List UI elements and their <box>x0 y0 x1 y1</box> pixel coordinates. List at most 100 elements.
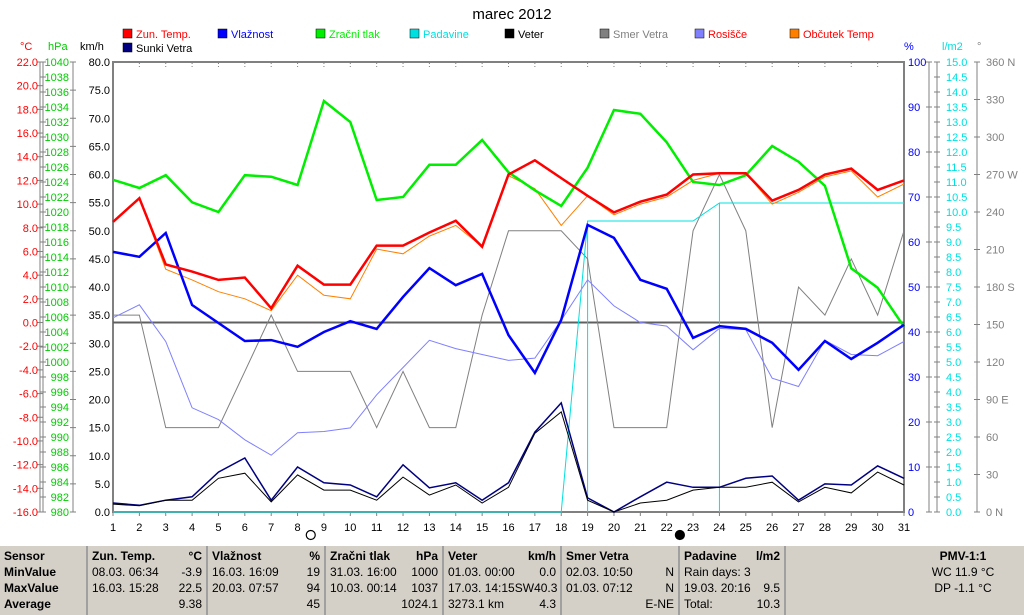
direction-tick-label: 270 W <box>986 170 1018 182</box>
series-line-vla-nost <box>112 223 905 376</box>
x-tick-label: 10 <box>344 522 356 534</box>
stats-col-dir: Smer Vetra 02.03. 10:50 N 01.03. 07:12 N E-NE <box>562 546 680 615</box>
legend-label: Padavine <box>423 29 469 41</box>
x-tick-label: 1 <box>110 522 116 534</box>
x-tick-label: 17 <box>529 522 541 534</box>
stats-row: Veter km/h <box>448 548 556 564</box>
rain-tick-label: 7.0 <box>946 297 961 309</box>
stats-cell: Vlažnost <box>212 549 262 563</box>
temp-tick-label: 22.0 <box>17 57 38 69</box>
pressure-axis-label: hPa <box>48 41 68 53</box>
stats-row: Vlažnost% <box>212 548 320 564</box>
rain-tick-label: 14.0 <box>946 87 967 99</box>
direction-tick-label: 30 <box>986 470 998 482</box>
pressure-tick-label: 1030 <box>45 132 69 144</box>
stats-cell: Zun. Temp. <box>92 549 156 563</box>
stats-cell: Padavine <box>684 549 737 563</box>
x-tick-label: 27 <box>792 522 804 534</box>
pressure-tick-label: 1012 <box>45 267 69 279</box>
x-tick-label: 2 <box>136 522 142 534</box>
stats-cell: 19 <box>306 565 320 579</box>
stats-cell: 1024.1 <box>401 597 438 611</box>
x-tick-label: 25 <box>740 522 752 534</box>
rain-tick-label: 6.5 <box>946 312 961 324</box>
rain-tick-label: 10.5 <box>946 192 967 204</box>
rain-tick-label: 1.5 <box>946 462 961 474</box>
humidity-tick-label: 40 <box>908 327 920 339</box>
temp-tick-label: 4.0 <box>23 270 38 282</box>
legend-swatch <box>694 28 705 39</box>
stats-cell: l/m2 <box>755 549 780 563</box>
humidity-tick-label: 60 <box>908 237 920 249</box>
legend-swatch <box>122 28 133 39</box>
stats-cell: 02.03. 10:50 <box>566 565 633 579</box>
stats-row: Padavine l/m2 <box>684 548 780 564</box>
rain-tick-label: 7.5 <box>946 282 961 294</box>
x-tick-label: 26 <box>766 522 778 534</box>
pressure-tick-label: 988 <box>51 447 69 459</box>
pressure-tick-label: 1018 <box>45 222 69 234</box>
temp-tick-label: 0.0 <box>23 318 38 330</box>
legend-swatch <box>599 28 610 39</box>
stats-cell: 20.03. 07:57 <box>212 581 279 595</box>
humidity-tick-label: 90 <box>908 102 920 114</box>
weather-chart: -16.0 -14.0 -12.0 -10.0 -8.0 -6.0 -4.0 -2.0 0.0 2… <box>13 28 1018 541</box>
stats-cell: 94 <box>306 581 320 595</box>
humidity-tick-label: 20 <box>908 417 920 429</box>
stats-cell: 4.3 <box>539 597 556 611</box>
series-line-zra-ni-tlak <box>112 98 906 328</box>
stats-col-wind: Veter km/h 01.03. 00:00 0.0 17.03. 14:15SW 40… <box>444 546 562 615</box>
wind-tick-label: 75.0 <box>89 85 110 97</box>
legend-label: Rosišče <box>708 29 747 41</box>
rain-tick-label: 15.0 <box>946 57 967 69</box>
stats-cell: 9.38 <box>178 597 202 611</box>
stats-cell: °C <box>188 549 202 563</box>
temp-tick-label: 2.0 <box>23 294 38 306</box>
legend-swatch <box>122 42 133 53</box>
stats-cell: Rain days: 3 <box>684 565 751 579</box>
stats-cell: 3273.1 km <box>448 597 505 611</box>
legend-swatch <box>315 28 326 39</box>
temp-axis-label: °C <box>20 41 32 53</box>
humidity-tick-label: 80 <box>908 147 920 159</box>
stats-row: Rain days: 3 <box>684 564 780 580</box>
chart-title: marec 2012 <box>472 6 552 23</box>
temp-tick-label: -10.0 <box>13 436 38 448</box>
wind-tick-label: 10.0 <box>89 451 110 463</box>
pressure-tick-label: 1028 <box>45 147 69 159</box>
stats-cell: Smer Vetra <box>566 549 629 563</box>
legend-label: Občutek Temp <box>803 29 874 41</box>
rain-tick-label: 4.0 <box>946 387 961 399</box>
x-tick-label: 14 <box>450 522 462 534</box>
direction-tick-label: 60 <box>986 432 998 444</box>
stats-cell: Total: <box>684 597 713 611</box>
temp-tick-label: 6.0 <box>23 246 38 258</box>
pressure-tick-label: 994 <box>51 402 69 414</box>
stats-cell: 45 <box>306 597 320 611</box>
legend-label: Vlažnost <box>231 29 273 41</box>
wind-tick-label: 30.0 <box>89 338 110 350</box>
pressure-tick-label: 1020 <box>45 207 69 219</box>
rain-tick-label: 12.0 <box>946 147 967 159</box>
rain-tick-label: 12.5 <box>946 132 967 144</box>
stats-label: Average <box>4 597 51 611</box>
legend-label: Smer Vetra <box>613 29 669 41</box>
stats-pmv-col: PMV-1:1 WC 11.9 °C DP -1.1 °C <box>786 546 1024 615</box>
humidity-tick-label: 0 <box>908 507 914 519</box>
temp-tick-label: -4.0 <box>19 365 38 377</box>
series-line-sunki-vetra <box>112 401 905 513</box>
rain-axis-label: l/m2 <box>942 41 963 53</box>
rain-tick-label: 10.0 <box>946 207 967 219</box>
rain-tick-label: 9.0 <box>946 237 961 249</box>
x-tick-label: 21 <box>634 522 646 534</box>
wind-tick-label: 15.0 <box>89 423 110 435</box>
x-tick-label: 22 <box>661 522 673 534</box>
pressure-tick-label: 982 <box>51 492 69 504</box>
wind-axis-label: km/h <box>80 41 104 53</box>
pressure-tick-label: 1032 <box>45 117 69 129</box>
rain-tick-label: 2.0 <box>946 447 961 459</box>
stats-cell: -3.9 <box>181 565 202 579</box>
pressure-tick-label: 992 <box>51 417 69 429</box>
temp-tick-label: 12.0 <box>17 175 38 187</box>
humidity-axis-label: % <box>904 41 914 53</box>
